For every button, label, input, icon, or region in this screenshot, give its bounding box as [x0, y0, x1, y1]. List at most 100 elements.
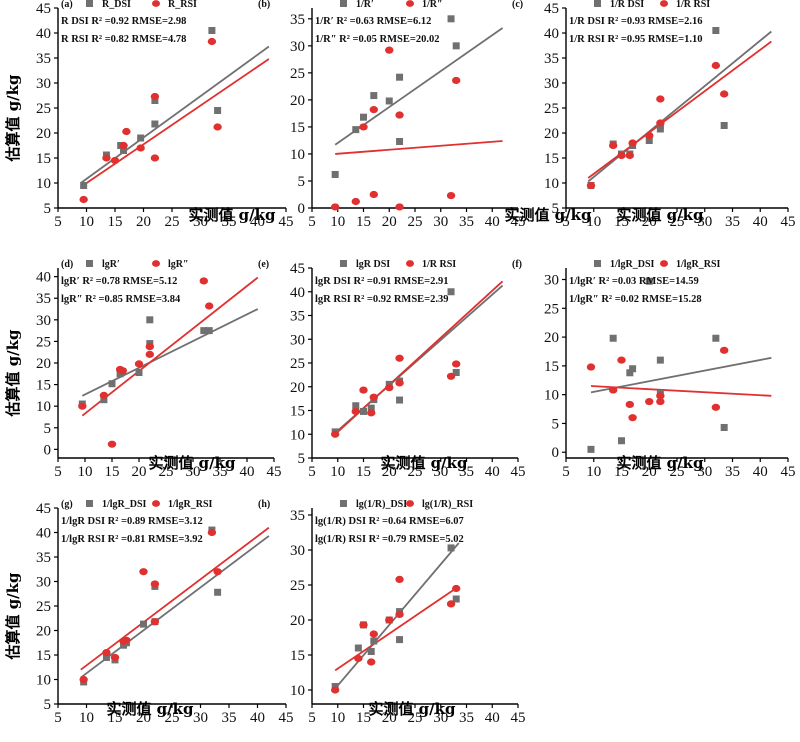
- data-point-rsi: [136, 144, 145, 152]
- data-point-dsi: [370, 637, 378, 645]
- data-point-rsi: [207, 528, 217, 537]
- stat-annotation-rsi: lgR″ R² =0.85 RMSE=3.84: [61, 294, 181, 305]
- stat-annotation-rsi: R RSI R² =0.82 RMSE=4.78: [61, 34, 186, 45]
- y-tick-label: 10: [544, 176, 559, 192]
- y-axis-title: 估算值 g/kg: [4, 329, 22, 418]
- fit-line-rsi: [80, 526, 270, 671]
- x-tick-label: 30: [186, 464, 201, 480]
- x-tick-label: 40: [753, 214, 768, 230]
- data-point-dsi: [331, 170, 339, 178]
- data-point-rsi: [369, 630, 378, 638]
- data-point-rsi: [134, 360, 144, 368]
- data-point-rsi: [205, 302, 214, 310]
- x-tick-label: 15: [105, 464, 120, 480]
- y-tick-label: 25: [290, 578, 305, 594]
- x-tick-label: 30: [193, 214, 208, 230]
- data-point-dsi: [447, 15, 455, 23]
- legend-marker-rsi: [406, 500, 414, 507]
- legend-marker-dsi: [594, 260, 601, 267]
- x-tick-label: 5: [562, 464, 570, 480]
- y-tick-label: 40: [290, 285, 305, 301]
- y-tick-label: 45: [290, 261, 305, 277]
- panel-tag: (g): [61, 499, 73, 510]
- x-tick-label: 35: [213, 464, 228, 480]
- x-tick-label: 40: [240, 464, 255, 480]
- legend-label-dsi: 1/lgR_DSI: [610, 259, 655, 270]
- data-point-rsi: [628, 139, 637, 147]
- legend-label-rsi: 1/R″: [422, 0, 443, 10]
- x-tick-label: 35: [222, 710, 237, 726]
- legend-marker-rsi: [660, 0, 668, 7]
- stat-annotation-dsi: lgR′ R² =0.78 RMSE=5.12: [61, 276, 177, 287]
- data-point-rsi: [330, 203, 340, 211]
- y-tick-label: 20: [36, 126, 51, 142]
- stat-annotation-dsi: 1/R DSI R² =0.93 RMSE=2.16: [569, 16, 703, 27]
- data-point-dsi: [151, 97, 159, 104]
- y-tick-label: 45: [36, 1, 51, 17]
- data-point-rsi: [617, 151, 626, 160]
- y-tick-label: 30: [290, 332, 305, 348]
- x-tick-label: 30: [433, 710, 448, 726]
- data-point-dsi: [447, 288, 455, 296]
- y-tick-label: 35: [36, 550, 51, 566]
- y-tick-label: 30: [290, 39, 305, 55]
- y-tick-label: 40: [36, 26, 51, 42]
- x-tick-label: 45: [279, 214, 294, 230]
- y-tick-label: 15: [36, 648, 51, 664]
- y-tick-label: 35: [36, 291, 51, 307]
- x-tick-label: 40: [485, 464, 500, 480]
- data-point-dsi: [108, 380, 116, 388]
- y-axis-title: 估算值 g/kg: [4, 74, 22, 163]
- fit-line-dsi: [587, 30, 772, 183]
- x-tick-label: 5: [308, 710, 316, 726]
- x-tick-label: 25: [165, 710, 180, 726]
- stat-annotation-dsi: 1/R′ R² =0.63 RMSE=6.12: [315, 16, 431, 27]
- fit-line-dsi: [80, 45, 270, 184]
- data-point-rsi: [656, 119, 665, 127]
- legend-label-rsi: 1/R RSI: [422, 259, 456, 270]
- data-point-rsi: [79, 675, 88, 684]
- legend-marker-dsi: [340, 260, 347, 267]
- x-tick-label: 45: [279, 710, 294, 726]
- panel-tag: (c): [512, 0, 523, 10]
- y-tick-label: 5: [44, 421, 52, 437]
- data-point-rsi: [150, 618, 160, 626]
- legend-marker-dsi: [86, 0, 93, 7]
- stat-annotation-rsi: lg(1/R) RSI R² =0.79 RMSE=5.02: [315, 534, 464, 545]
- data-point-rsi: [446, 600, 456, 608]
- y-tick-label: 25: [36, 101, 51, 117]
- x-tick-label: 15: [108, 710, 123, 726]
- y-tick-label: 0: [44, 442, 52, 458]
- x-tick-label: 45: [511, 214, 526, 230]
- data-point-dsi: [720, 423, 728, 431]
- x-tick-label: 35: [725, 214, 740, 230]
- legend-label-rsi: 1/lgR_RSI: [676, 259, 721, 270]
- y-tick-label: 40: [36, 270, 51, 286]
- x-axis-title: 实测值 g/kg: [380, 454, 468, 472]
- data-point-rsi: [359, 123, 368, 131]
- data-point-rsi: [139, 568, 148, 576]
- y-tick-label: 10: [36, 176, 51, 192]
- data-point-rsi: [395, 111, 404, 119]
- x-tick-label: 5: [54, 464, 62, 480]
- x-tick-label: 40: [485, 214, 500, 230]
- data-point-rsi: [122, 127, 131, 136]
- x-tick-label: 10: [78, 464, 93, 480]
- data-point-rsi: [452, 360, 461, 368]
- x-tick-label: 35: [222, 214, 237, 230]
- y-tick-label: 25: [544, 301, 559, 317]
- x-tick-label: 45: [267, 464, 282, 480]
- y-tick-label: 0: [298, 201, 306, 217]
- data-point-rsi: [99, 391, 109, 399]
- x-axis-title: 实测值 g/kg: [504, 206, 592, 224]
- data-point-rsi: [395, 379, 404, 387]
- y-tick-label: 30: [36, 76, 51, 92]
- data-point-dsi: [629, 365, 637, 373]
- y-tick-label: 5: [44, 201, 52, 217]
- data-point-rsi: [118, 367, 128, 375]
- x-tick-label: 45: [781, 214, 796, 230]
- y-tick-label: 15: [36, 378, 51, 394]
- y-tick-label: 35: [290, 508, 305, 524]
- x-tick-label: 20: [382, 214, 397, 230]
